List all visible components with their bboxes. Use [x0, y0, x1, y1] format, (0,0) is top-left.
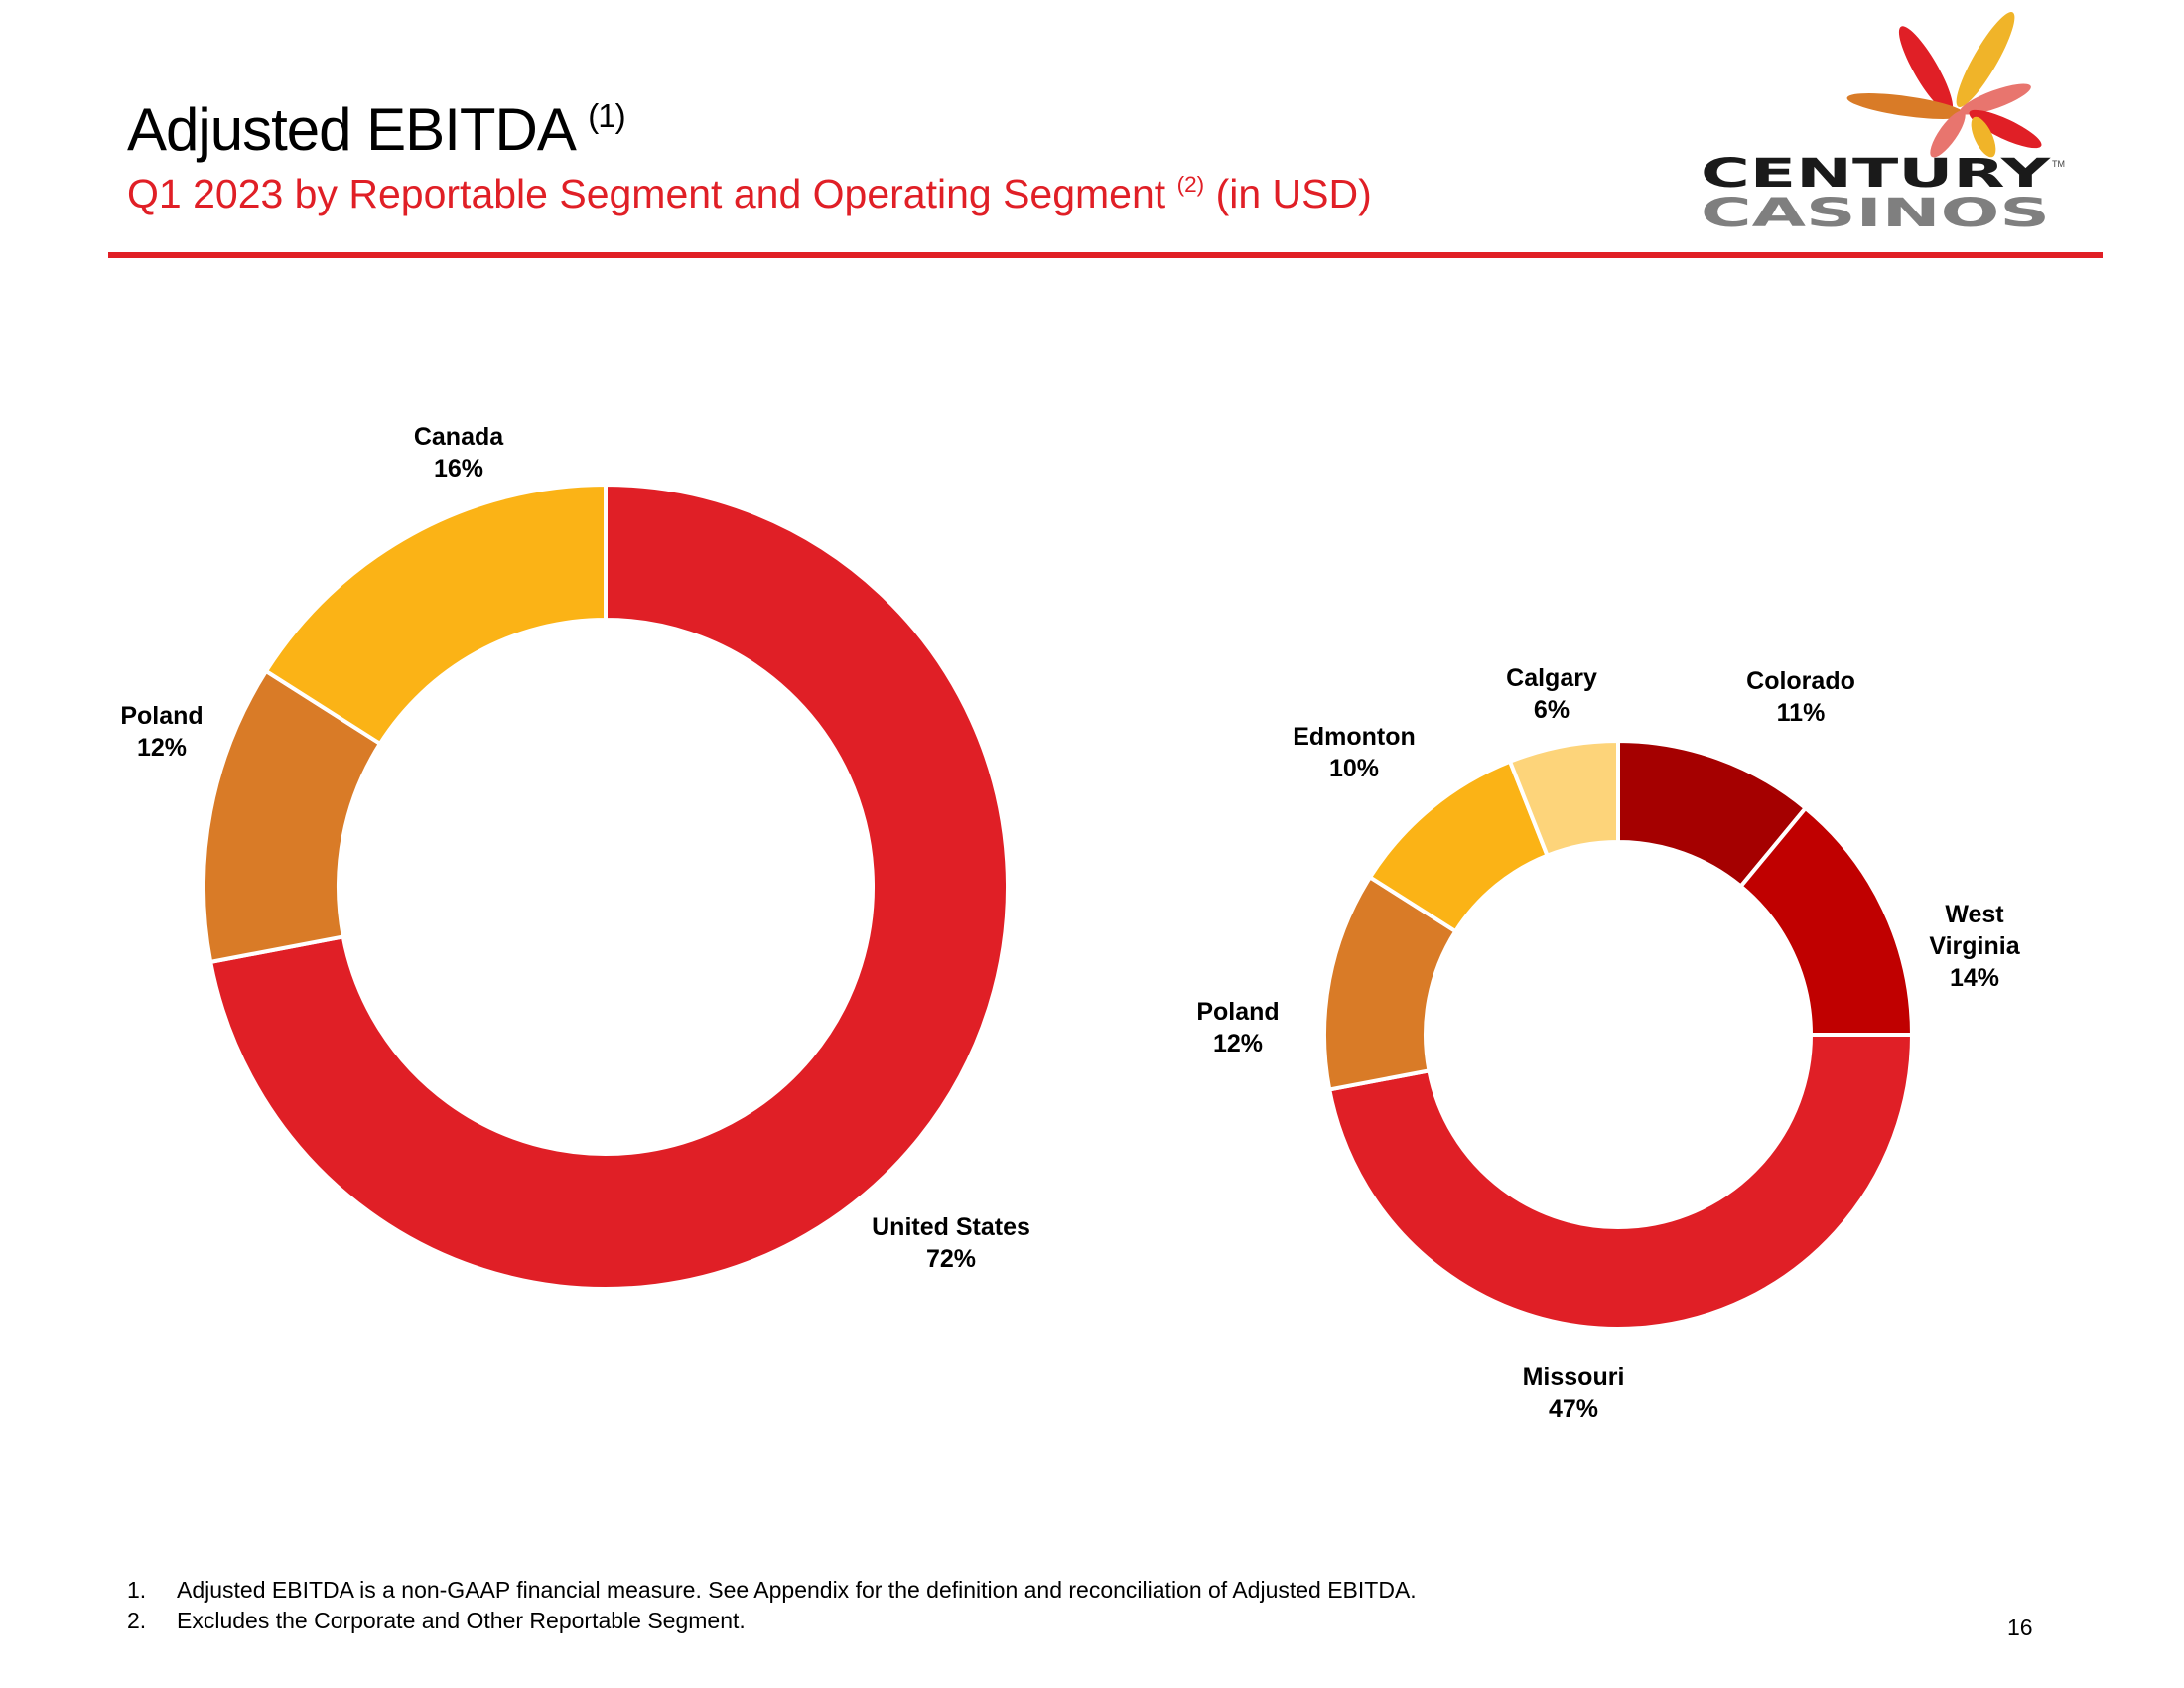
footnote-2: 2. Excludes the Corporate and Other Repor… [127, 1608, 746, 1633]
label-poland-reportable: Poland 12% [120, 702, 204, 762]
donut-slice-united-states [207, 482, 1010, 1291]
footnote-1: 1. Adjusted EBITDA is a non-GAAP financia… [127, 1577, 1417, 1603]
title-text: Adjusted EBITDA [127, 96, 574, 163]
label-edmonton: Edmonton 10% [1293, 723, 1416, 782]
label-colorado: Colorado 11% [1746, 667, 1855, 727]
subtitle-text: Q1 2023 by Reportable Segment and Operat… [127, 171, 1166, 216]
logo-petals-icon [1846, 11, 2042, 158]
page-number: 16 [2007, 1615, 2033, 1640]
header-divider [108, 252, 2103, 258]
century-casinos-logo: CENTURY TM CASINOS [1701, 11, 2065, 236]
subtitle-footnote-ref: (2) [1176, 172, 1205, 198]
svg-text:TM: TM [2052, 159, 2065, 169]
subtitle-unit: (in USD) [1215, 171, 1372, 216]
donut-slice-calgary [1507, 738, 1620, 859]
label-calgary: Calgary 6% [1506, 664, 1597, 724]
svg-text:CASINOS: CASINOS [1701, 191, 2050, 236]
label-poland-operating: Poland 12% [1196, 998, 1280, 1057]
label-missouri: Missouri 47% [1522, 1363, 1625, 1423]
label-west-virginia: West Virginia 14% [1929, 901, 2020, 992]
donut-slice-missouri [1326, 1033, 1915, 1331]
title-footnote-ref: (1) [588, 96, 625, 134]
label-canada: Canada 16% [413, 423, 504, 483]
page-subtitle: Q1 2023 by Reportable Segment and Operat… [127, 171, 1372, 217]
svg-text:CENTURY: CENTURY [1701, 151, 2052, 197]
donut-slice-canada [263, 482, 608, 747]
page-title: Adjusted EBITDA (1) [127, 95, 626, 164]
label-united-states: United States 72% [872, 1213, 1030, 1273]
